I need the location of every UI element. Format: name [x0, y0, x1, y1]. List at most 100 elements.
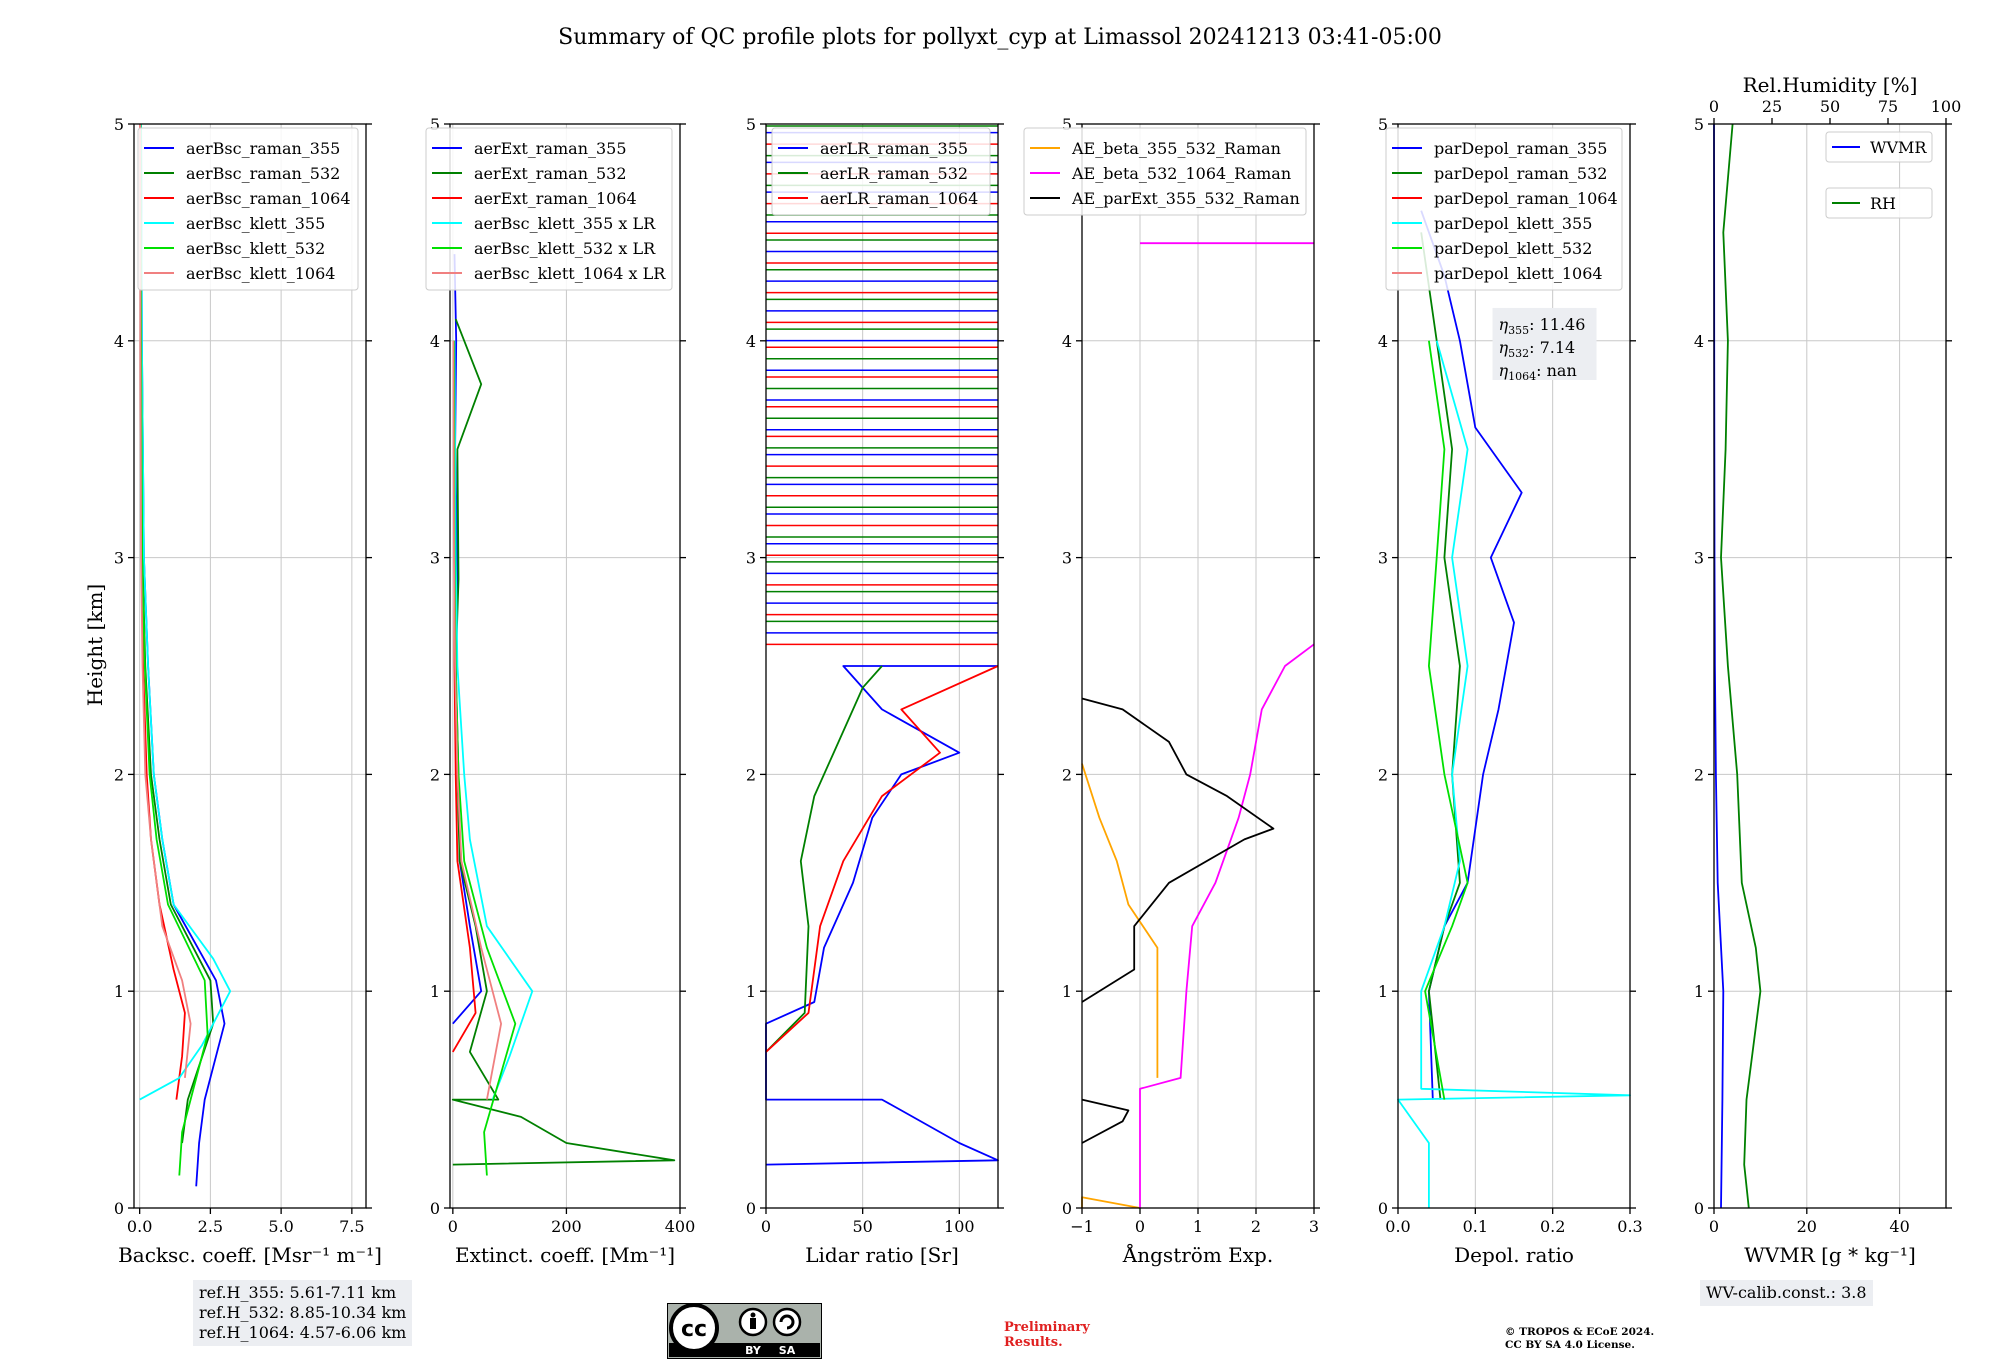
eta-355: η355: 11.46 — [1499, 315, 1586, 337]
y-tick-label: 5 — [114, 115, 124, 134]
x-tick-label: 0.0 — [127, 1217, 152, 1236]
x-tick-label: 0.3 — [1617, 1217, 1642, 1236]
legend-label: aerBsc_klett_355 x LR — [474, 214, 656, 233]
top-x-tick-label: 100 — [1931, 97, 1962, 116]
axes-frame — [1713, 123, 1947, 1209]
x-tick-label: 50 — [852, 1217, 872, 1236]
y-tick-label: 0 — [430, 1199, 440, 1218]
ref-height-532: ref.H_532: 8.85-10.34 km — [199, 1303, 407, 1322]
legend-label: aerBsc_raman_1064 — [186, 189, 351, 208]
series-line-parDepol_klett_532 — [1424, 340, 1469, 1100]
x-axis-label: Ångström Exp. — [1122, 1242, 1273, 1267]
y-tick-label: 1 — [746, 982, 756, 1001]
x-tick-label: 7.5 — [339, 1217, 364, 1236]
legend-label: aerBsc_klett_532 — [186, 239, 325, 258]
series-line-aerExt_raman_532 — [451, 318, 676, 1166]
y-tick-label: 3 — [430, 549, 440, 568]
panel-ext: 0 200 400 0 1 2 3 4 5 Extinct. coeff. [Mm⁻¹] aerEx… — [425, 115, 696, 1267]
series-line-aerBsc_klett_1064 — [139, 123, 192, 1078]
y-tick-label: 3 — [1062, 549, 1072, 568]
y-tick-label: 2 — [746, 765, 756, 784]
legend-label: parDepol_raman_355 — [1434, 139, 1607, 158]
x-tick-label: 200 — [551, 1217, 582, 1236]
y-tick-label: 1 — [114, 982, 124, 1001]
y-tick-label: 2 — [430, 765, 440, 784]
x-axis-label: WVMR [g * kg⁻¹] — [1744, 1243, 1916, 1267]
panel-depol: 0.0 0.1 0.2 0.3 0 1 2 3 4 5 Depol. ratio parDepol_r… — [1378, 115, 1643, 1267]
ref-height-1064: ref.H_1064: 4.57-6.06 km — [199, 1323, 407, 1342]
top-x-tick-label: 50 — [1820, 97, 1840, 116]
cc-by-sa-logo: cc BY SA — [667, 1303, 822, 1359]
legend-box — [1023, 127, 1307, 216]
y-tick-label: 3 — [114, 549, 124, 568]
x-axis-label: Depol. ratio — [1454, 1243, 1574, 1267]
series-line-WVMR — [1713, 123, 1725, 1209]
series-line-aerLR_raman_532 — [765, 665, 883, 1053]
x-tick-label: 5.0 — [268, 1217, 293, 1236]
legend-label: parDepol_klett_355 — [1434, 214, 1592, 233]
legend-label: parDepol_raman_1064 — [1434, 189, 1618, 208]
y-tick-label: 0 — [114, 1199, 124, 1218]
y-tick-label: 3 — [1378, 549, 1388, 568]
y-tick-label: 4 — [114, 332, 124, 351]
panel-lr: 0 50 100 0 1 2 3 4 5 Lidar ratio [Sr] aerLR_raman_… — [746, 115, 1004, 1267]
y-tick-label: 4 — [1378, 332, 1388, 351]
x-tick-label: 0 — [1135, 1217, 1145, 1236]
legend-box — [137, 127, 359, 291]
legend-label: aerBsc_raman_355 — [186, 139, 340, 158]
legend-label: aerBsc_raman_532 — [186, 164, 340, 183]
x-tick-label: 2 — [1251, 1217, 1261, 1236]
panel-wv: 0 20 40 0 1 2 3 4 5 WVMR [g * kg⁻¹] 0 25 50 75 100 Rel.… — [1694, 73, 1961, 1267]
series-line-RH — [1720, 123, 1762, 1209]
wv-calib-box: WV-calib.const.: 3.8 — [1700, 1280, 1873, 1306]
series-line-aerBsc_klett_355 x LR — [453, 340, 534, 1100]
legend-label: aerBsc_klett_1064 x LR — [474, 264, 666, 283]
eta-532: η532: 7.14 — [1499, 338, 1576, 360]
x-tick-label: 20 — [1797, 1217, 1817, 1236]
top-x-tick-label: 25 — [1762, 97, 1782, 116]
legend-label: parDepol_klett_532 — [1434, 239, 1592, 258]
legend-label: AE_parExt_355_532_Raman — [1071, 189, 1300, 208]
y-tick-label: 4 — [746, 332, 756, 351]
by-label: BY — [745, 1344, 762, 1357]
legend-box — [1825, 131, 1933, 163]
copyright-line-2: CC BY SA 4.0 License. — [1505, 1339, 1635, 1351]
y-tick-label: 5 — [1378, 115, 1388, 134]
y-tick-label: 0 — [746, 1199, 756, 1218]
legend-label: aerLR_raman_1064 — [820, 189, 978, 208]
y-tick-label: 1 — [430, 982, 440, 1001]
y-tick-label: 1 — [1694, 982, 1704, 1001]
y-tick-label: 5 — [1062, 115, 1072, 134]
legend-label: AE_beta_355_532_Raman — [1071, 139, 1281, 158]
preliminary-line-2: Results. — [1004, 1335, 1063, 1350]
eta-box — [1492, 307, 1597, 380]
y-tick-label: 5 — [1694, 115, 1704, 134]
x-tick-label: 0 — [761, 1217, 771, 1236]
y-tick-label: 0 — [1062, 1199, 1072, 1218]
preliminary-line-1: Preliminary — [1004, 1320, 1090, 1335]
y-tick-label: 1 — [1062, 982, 1072, 1001]
legend-label: aerLR_raman_355 — [820, 139, 968, 158]
copyright-note: © TROPOS & ECoE 2024. CC BY SA 4.0 Licen… — [1505, 1326, 1654, 1352]
series-line-parDepol_raman_355 — [1420, 210, 1523, 1100]
x-axis-label: Lidar ratio [Sr] — [805, 1243, 959, 1267]
cc-letters: cc — [681, 1317, 707, 1342]
legend-label: RH — [1870, 194, 1896, 213]
x-tick-label: 0.2 — [1540, 1217, 1565, 1236]
legend-label: aerLR_raman_532 — [820, 164, 968, 183]
x-tick-label: 100 — [944, 1217, 975, 1236]
x-axis-label: Backsc. coeff. [Msr⁻¹ m⁻¹] — [118, 1243, 382, 1267]
series-line-AE_beta_355_532_Raman-part2 — [1081, 763, 1159, 1078]
legend-box — [771, 127, 991, 216]
y-tick-label: 5 — [746, 115, 756, 134]
panel-bsc: 0.0 2.5 5.0 7.5 0 1 2 3 4 5 Backsc. coeff. [Msr⁻¹ … — [114, 115, 382, 1267]
legend-box — [1825, 187, 1933, 219]
y-tick-label: 3 — [746, 549, 756, 568]
axes-frame — [1397, 123, 1631, 1209]
legend-label: aerBsc_klett_532 x LR — [474, 239, 656, 258]
legend-box — [425, 127, 673, 291]
x-tick-label: 400 — [665, 1217, 696, 1236]
x-tick-label: 40 — [1889, 1217, 1909, 1236]
